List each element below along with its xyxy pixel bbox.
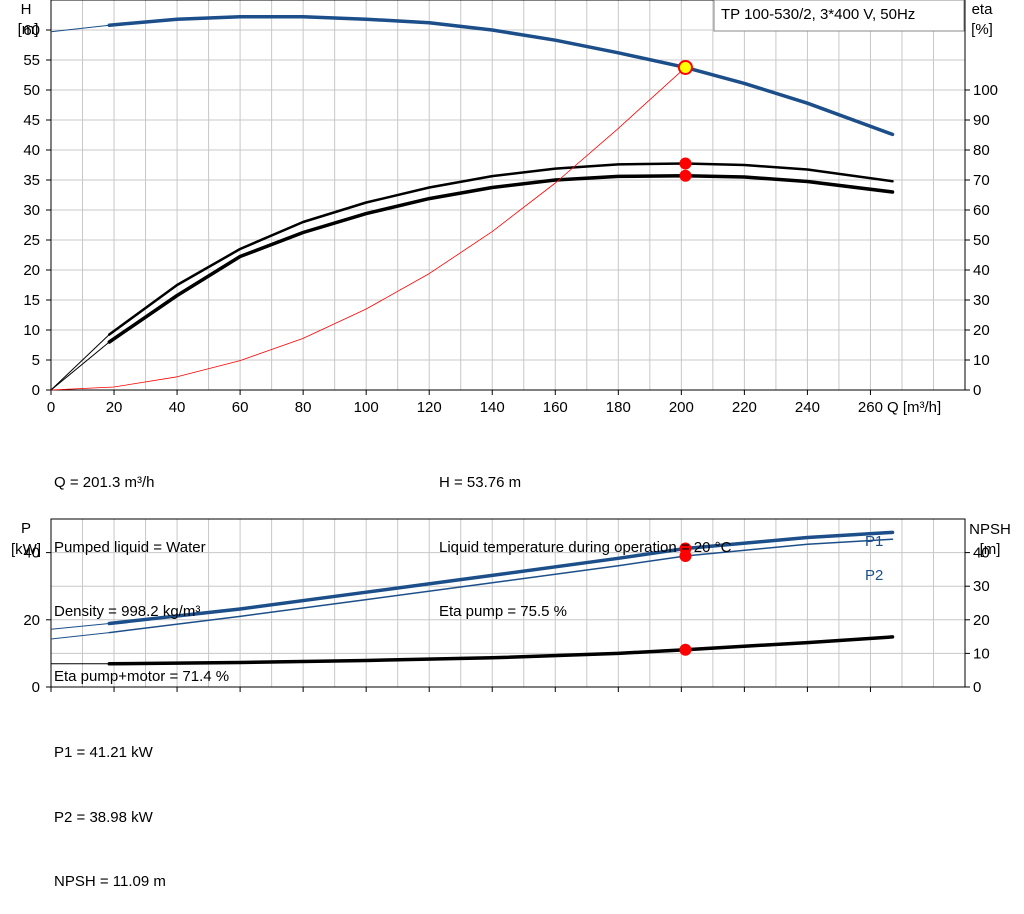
info-line: H = 53.76 m — [439, 474, 522, 491]
y-right-tick-label: 30 — [973, 578, 990, 595]
y-right-tick-label: 80 — [973, 142, 990, 159]
y-left-tick-label: 25 — [23, 232, 40, 249]
duty-point-marker — [679, 550, 692, 563]
bottom-plot-ticks: 0 20 40 0 10 20 30 40 — [23, 545, 989, 696]
series-label-p2: P2 — [865, 567, 883, 584]
x-axis-title: Q [m³/h] — [887, 399, 941, 416]
top-plot-ticks: 0 20 40 60 80 100 120 140 160 180 200 220 240 2600510… — [23, 22, 998, 416]
y-left-tick-label: 40 — [23, 142, 40, 159]
x-tick-label: 260 — [858, 399, 883, 416]
series-line-extension — [50, 341, 110, 391]
duty-point-marker — [679, 643, 692, 656]
y-right-tick-label: 100 — [973, 82, 998, 99]
x-tick-label: 120 — [417, 399, 442, 416]
series-line-extension — [50, 623, 110, 630]
pump-title: TP 100-530/2, 3*400 V, 50Hz — [721, 6, 915, 23]
top-plot-series — [50, 15, 895, 391]
bottom-plot-series — [50, 530, 895, 666]
series-line — [107, 174, 895, 344]
y-left-tick-label: 45 — [23, 112, 40, 129]
info-line: Liquid temperature during operation = 20… — [439, 538, 732, 556]
series-label-p1: P1 — [865, 533, 883, 550]
x-tick-label: 100 — [354, 399, 379, 416]
bottom-plot-frame — [50, 518, 966, 688]
y-left-tick-label: 50 — [23, 82, 40, 99]
info-line: P1 = 41.21 kW — [54, 744, 153, 761]
y-left-tick-label: 0 — [32, 679, 40, 696]
y-right-tick-label: 90 — [973, 112, 990, 129]
info-top-right: H = 53.76 m Liquid temperature during op… — [439, 429, 731, 644]
series-line — [108, 538, 894, 634]
y-left-tick-label: 0 — [32, 382, 40, 399]
y-right-tick-label: 40 — [973, 545, 990, 562]
y-right-tick-label: 40 — [973, 262, 990, 279]
bottom-left-axis-title-line1: P — [21, 520, 31, 537]
y-right-tick-label: 70 — [973, 172, 990, 189]
x-tick-label: 0 — [47, 399, 55, 416]
x-tick-label: 140 — [480, 399, 505, 416]
bottom-right-axis-title-line2: [m] — [980, 541, 1001, 558]
info-line: Q = 201.3 m³/h — [54, 474, 155, 491]
x-tick-label: 220 — [732, 399, 757, 416]
duty-point-marker — [679, 157, 692, 170]
info-bottom: P1 = 41.21 kW P2 = 38.98 kW NPSH = 11.09… — [54, 699, 166, 914]
duty-point-marker — [679, 169, 692, 182]
y-left-tick-label: 40 — [23, 545, 40, 562]
y-right-tick-label: 30 — [973, 292, 990, 309]
y-right-tick-label: 50 — [973, 232, 990, 249]
x-tick-label: 60 — [232, 399, 249, 416]
x-tick-label: 40 — [169, 399, 186, 416]
info-line: Density = 998.2 kg/m³ — [54, 603, 201, 620]
x-tick-label: 180 — [606, 399, 631, 416]
x-tick-label: 20 — [106, 399, 123, 416]
top-left-axis-title-line1: H — [21, 1, 32, 18]
series-line — [107, 15, 895, 137]
series-line-extension — [50, 632, 110, 640]
top-plot-frame — [50, 0, 966, 391]
bottom-right-axis-title-line1: NPSH — [969, 521, 1011, 538]
duty-point-marker — [677, 59, 693, 75]
pump-curve-chart: 0 20 40 60 80 100 120 140 160 180 200 220 240 2600510… — [11, 0, 1011, 696]
x-tick-label: 80 — [295, 399, 312, 416]
info-line: Eta pump+motor = 71.4 % — [54, 667, 230, 685]
info-line: NPSH = 11.09 m — [54, 873, 166, 890]
x-tick-label: 200 — [669, 399, 694, 416]
x-tick-label: 240 — [795, 399, 820, 416]
title-box — [713, 0, 965, 32]
info-top-left: Q = 201.3 m³/h Pumped liquid = Water Den… — [54, 429, 229, 709]
series-line-extension — [50, 334, 110, 391]
y-left-tick-label: 55 — [23, 52, 40, 69]
bottom-left-axis-title-line2: [kW] — [11, 541, 41, 558]
y-left-tick-label: 15 — [23, 292, 40, 309]
series-line — [50, 67, 686, 391]
top-left-axis-title-line2: [m] — [18, 21, 39, 38]
y-right-tick-label: 20 — [973, 322, 990, 339]
info-line: P2 = 38.98 kW — [54, 808, 153, 826]
top-plot-grid — [51, 0, 965, 390]
info-line: Pumped liquid = Water — [54, 538, 206, 556]
y-right-tick-label: 10 — [973, 645, 990, 662]
y-left-tick-label: 35 — [23, 172, 40, 189]
y-right-tick-label: 0 — [973, 382, 981, 399]
y-right-tick-label: 60 — [973, 202, 990, 219]
y-left-tick-label: 20 — [23, 262, 40, 279]
info-line: Eta pump = 75.5 % — [439, 603, 567, 620]
y-right-tick-label: 0 — [973, 679, 981, 696]
y-left-tick-label: 60 — [23, 22, 40, 39]
series-line-extension — [50, 24, 110, 33]
series-line — [107, 530, 895, 626]
y-left-tick-label: 5 — [32, 352, 40, 369]
y-left-tick-label: 20 — [23, 612, 40, 629]
y-right-tick-label: 20 — [973, 612, 990, 629]
series-line — [107, 635, 895, 666]
top-right-axis-title-line2: [%] — [971, 21, 993, 38]
y-right-tick-label: 10 — [973, 352, 990, 369]
top-right-axis-title-line1: eta — [972, 1, 994, 18]
y-left-tick-label: 10 — [23, 322, 40, 339]
y-left-tick-label: 30 — [23, 202, 40, 219]
x-tick-label: 160 — [543, 399, 568, 416]
series-line — [108, 162, 894, 336]
